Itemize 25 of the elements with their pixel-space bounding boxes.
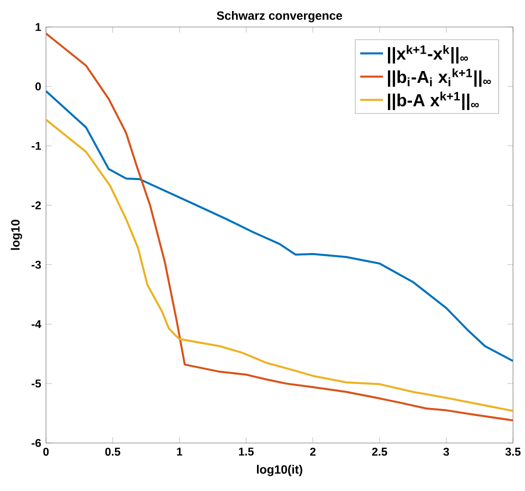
x-tick-label: 3.5	[505, 448, 521, 456]
x-tick-label: 3	[443, 448, 450, 456]
y-tick-label: -3	[32, 260, 41, 269]
line-series	[46, 118, 513, 412]
legend-label: ||x$^{k+1}$-x$^{k}$||$_{∞}$	[388, 45, 468, 64]
x-tick-label: 0	[43, 448, 49, 456]
x-tick-label: 0.5	[105, 448, 120, 456]
y-axis-title: log10	[10, 220, 22, 250]
x-tick-label: 2.5	[372, 448, 388, 456]
x-tick-label: 2	[310, 448, 316, 456]
y-tick-label: -6	[32, 438, 41, 447]
x-tick-label: 1	[176, 448, 182, 456]
y-tick-label: -5	[32, 380, 41, 388]
y-tick-label: -2	[32, 201, 41, 210]
chart-title: Schwarz convergence	[216, 11, 342, 22]
line-series	[46, 32, 513, 422]
x-axis-title: log10(it)	[257, 464, 302, 476]
y-tick-label: 0	[35, 82, 41, 90]
y-tick-label: -4	[32, 320, 42, 328]
y-tick-label: -1	[32, 142, 41, 150]
y-tick-label: 1	[36, 23, 41, 31]
text: ||b$_{i}$-A$_{i}$ x$_{i}$$^{k+1}$||$_{∞}$	[388, 68, 491, 87]
legend-label: ||b-A x$^{k+1}$||$_{∞}$	[388, 92, 479, 110]
x-tick-label: 1.5	[238, 448, 254, 456]
line-series	[46, 90, 513, 362]
